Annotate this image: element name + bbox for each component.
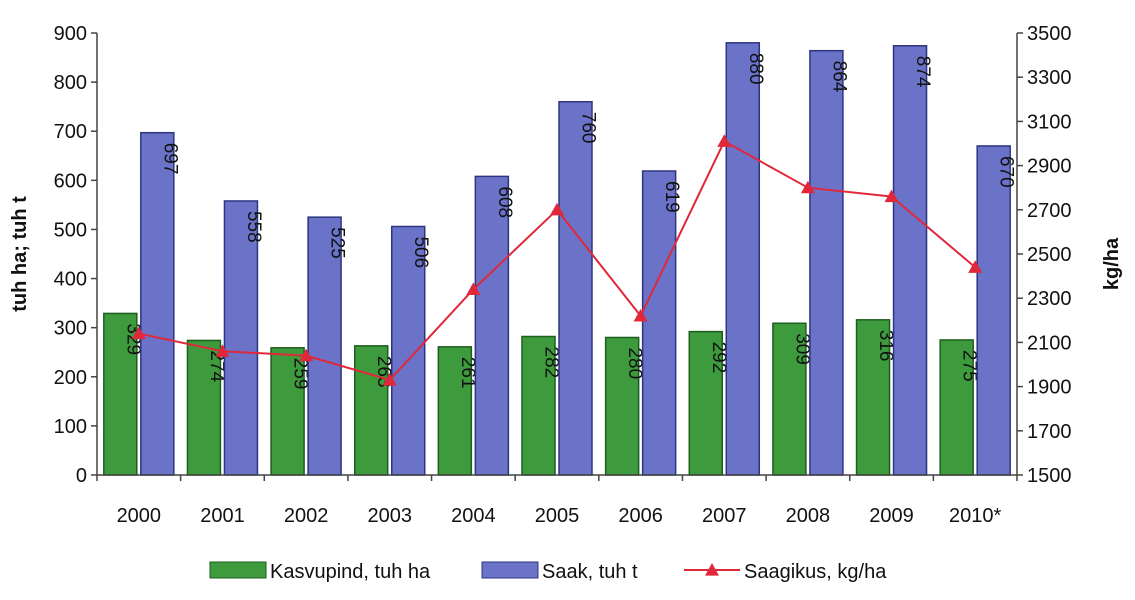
bar-1-7 [725, 42, 761, 476]
bar-0-10 [939, 339, 974, 476]
legend-swatch-1 [481, 561, 539, 579]
y2-tick-label: 3300 [1027, 67, 1072, 89]
x-tick-label: 2003 [367, 505, 412, 527]
line-layer [131, 134, 983, 386]
yield-point-7 [717, 134, 732, 147]
bar-0-3 [353, 345, 389, 476]
y-tick-label: 900 [54, 23, 87, 45]
x-tick-label: 2009 [869, 505, 914, 527]
y-axis-title: tuh ha; tuh t [9, 196, 31, 312]
y-tick-label: 700 [54, 121, 87, 143]
bar-value-label: 316 [875, 330, 896, 362]
bar-value-label: 619 [661, 181, 682, 213]
bar-1-10 [976, 145, 1011, 476]
y-tick-label: 0 [76, 465, 87, 487]
bar-0-5 [521, 335, 556, 476]
yield-point-2 [299, 348, 314, 362]
x-tick-label: 2007 [702, 505, 747, 527]
bar-value-label: 864 [828, 61, 849, 93]
x-tick-label: 2004 [451, 505, 496, 527]
legend-label-2: Saagikus, kg/ha [744, 561, 887, 583]
bar-value-label: 558 [243, 211, 264, 243]
legend-label-1: Saak, tuh t [542, 561, 638, 583]
yield-point-3 [382, 372, 397, 386]
bar-value-label: 874 [912, 56, 933, 88]
y-tick-label: 300 [54, 318, 87, 340]
bar-value-label: 259 [290, 358, 311, 390]
bar-value-label: 760 [578, 112, 599, 144]
bar-value-label: 506 [410, 236, 431, 268]
yield-point-9 [884, 189, 899, 203]
y-tick-label: 200 [54, 367, 87, 389]
legend-swatch-0 [209, 561, 267, 579]
bar-1-9 [892, 45, 928, 476]
y2-tick-label: 1700 [1027, 421, 1072, 443]
bar-value-label: 309 [791, 333, 812, 365]
bar-0-0 [103, 312, 138, 476]
y2-tick-label: 3100 [1027, 111, 1072, 133]
bar-1-5 [558, 101, 593, 476]
y2-tick-label: 2100 [1027, 332, 1072, 354]
x-tick-label: 2006 [618, 505, 663, 527]
bar-value-label: 697 [159, 143, 180, 175]
bar-value-label: 274 [206, 350, 227, 382]
bar-value-label: 880 [745, 53, 766, 85]
yield-point-5 [550, 202, 564, 216]
legend-line-marker [705, 563, 719, 576]
y2-axis-title: kg/ha [1101, 237, 1123, 290]
x-tick-label: 2001 [200, 505, 245, 527]
y2-tick-label: 1900 [1027, 377, 1072, 399]
yield-point-8 [800, 180, 815, 194]
bar-1-1 [223, 200, 259, 476]
bar-1-8 [809, 49, 844, 476]
y2-tick-label: 2500 [1027, 244, 1072, 266]
bar-1-2 [307, 216, 342, 476]
bar-1-0 [140, 131, 175, 476]
bar-value-label: 670 [996, 156, 1017, 188]
x-tick-label: 2005 [535, 505, 580, 527]
yield-point-6 [633, 308, 648, 322]
x-tick-label: 2008 [786, 505, 831, 527]
bar-0-4 [437, 346, 473, 476]
x-tick-label: 2002 [284, 505, 329, 527]
bar-value-label: 282 [541, 347, 562, 379]
legend: Kasvupind, tuh ha Saak, tuh t Saagikus, kg… [209, 561, 887, 583]
yield-point-1 [215, 344, 230, 357]
y-tick-label: 600 [54, 170, 87, 192]
bars-layer: 3296972745582595252635062616082827602806… [103, 42, 1017, 476]
y2-tick-label: 1500 [1027, 465, 1072, 487]
y2-tick-label: 3500 [1027, 23, 1072, 45]
y-tick-label: 400 [54, 269, 87, 291]
bar-0-2 [270, 347, 305, 476]
bar-0-8 [772, 322, 807, 476]
bar-0-7 [688, 330, 724, 476]
y2-tick-label: 2300 [1027, 288, 1072, 310]
bar-value-label: 292 [708, 342, 729, 374]
bar-value-label: 261 [457, 357, 478, 389]
y2-tick-label: 2700 [1027, 200, 1072, 222]
legend-label-0: Kasvupind, tuh ha [270, 561, 431, 583]
bar-value-label: 525 [327, 227, 348, 259]
yield-point-0 [131, 326, 146, 340]
bar-value-label: 280 [624, 347, 645, 379]
y-tick-label: 100 [54, 416, 87, 438]
yield-point-4 [466, 282, 481, 295]
axes-layer: 0 100 200 300 400 500 600 700 800 900 1500 1700 1900… [9, 23, 1123, 527]
bar-value-label: 275 [959, 350, 980, 382]
y2-tick-label: 2900 [1027, 156, 1072, 178]
bar-0-6 [604, 336, 640, 476]
y-tick-label: 800 [54, 72, 87, 94]
bar-value-label: 608 [494, 186, 515, 218]
x-tick-label: 2000 [117, 505, 162, 527]
bar-1-4 [474, 175, 510, 476]
bar-1-6 [641, 170, 677, 476]
yield-line [138, 139, 976, 382]
bar-1-3 [390, 225, 426, 476]
y-tick-label: 500 [54, 219, 87, 241]
x-tick-label: 2010* [949, 505, 1001, 527]
yield-point-10 [968, 260, 983, 273]
